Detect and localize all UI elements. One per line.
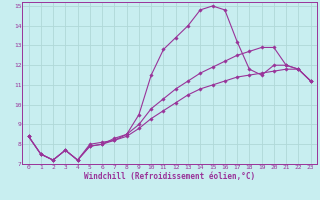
- X-axis label: Windchill (Refroidissement éolien,°C): Windchill (Refroidissement éolien,°C): [84, 172, 255, 181]
